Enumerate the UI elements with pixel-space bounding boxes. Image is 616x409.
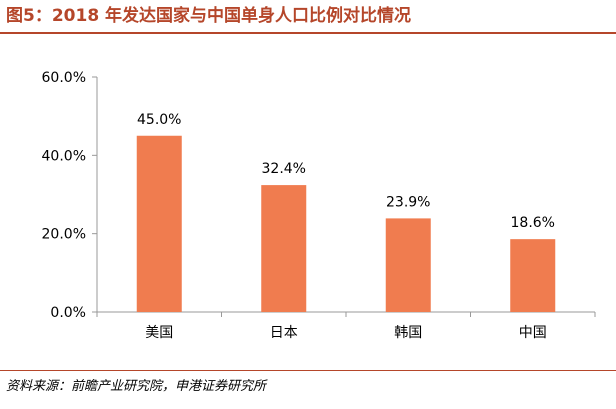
bar-4 <box>510 239 556 312</box>
y-tick-label: 20.0% <box>42 227 86 243</box>
source-note: 资料来源：前瞻产业研究院，申港证券研究所 <box>6 379 267 394</box>
y-tick-label: 0.0% <box>50 305 86 321</box>
bar-2 <box>261 185 307 312</box>
bar-value-label: 32.4% <box>262 161 306 177</box>
chart-title: 图5：2018 年发达国家与中国单身人口比例对比情况 <box>6 6 412 26</box>
footer-divider <box>0 370 616 371</box>
bar-value-label: 45.0% <box>137 112 181 128</box>
bar-chart: 0.0% 20.0% 40.0% 60.0% 45.0% 美国 32.4% 日本 23.9% 韩… <box>42 70 596 341</box>
title-divider <box>0 32 616 34</box>
x-category-label: 中国 <box>519 325 547 341</box>
x-category-label: 韩国 <box>394 325 422 341</box>
y-tick-label: 40.0% <box>42 148 86 164</box>
bar-1 <box>136 135 182 312</box>
bar-value-label: 18.6% <box>511 215 555 231</box>
y-tick-label: 60.0% <box>42 70 86 86</box>
x-category-label: 美国 <box>145 325 173 341</box>
x-category-label: 日本 <box>270 325 298 341</box>
bar-value-label: 23.9% <box>386 194 430 210</box>
bar-3 <box>385 218 431 312</box>
